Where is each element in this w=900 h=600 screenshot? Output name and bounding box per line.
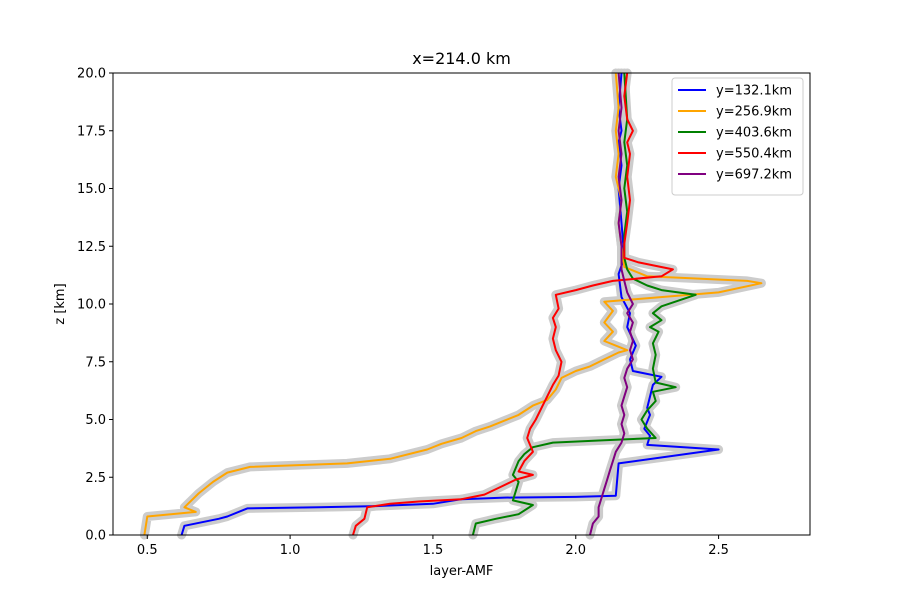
legend-label: y=256.9km <box>716 105 792 120</box>
y-tick-label: 15.0 <box>77 182 106 197</box>
chart-title: x=214.0 km <box>412 49 511 68</box>
y-tick-label: 12.5 <box>77 240 106 255</box>
legend-box <box>671 77 804 196</box>
series-line-4 <box>589 72 634 536</box>
series-line-0 <box>180 72 720 536</box>
y-tick-label: 0.0 <box>85 529 106 544</box>
y-axis-label: z [km] <box>53 283 68 324</box>
legend-label: y=132.1km <box>716 84 792 99</box>
x-tick-label: 2.0 <box>565 543 586 558</box>
x-tick-label: 1.5 <box>423 543 444 558</box>
y-tick-label: 5.0 <box>85 413 106 428</box>
legend-label: y=403.6km <box>716 126 792 141</box>
y-tick-label: 10.0 <box>77 298 106 313</box>
x-tick-label: 1.0 <box>280 543 301 558</box>
y-tick-label: 17.5 <box>77 124 106 139</box>
legend-label: y=550.4km <box>716 147 792 162</box>
legend-label: y=697.2km <box>716 168 792 183</box>
x-axis-ticks: 0.5 1.0 1.5 2.0 2.5 <box>137 535 729 558</box>
y-axis-ticks: 0.0 2.5 5.0 7.5 10.0 12.5 15.0 17.5 20.0 <box>77 67 113 544</box>
x-tick-label: 2.5 <box>708 543 729 558</box>
x-axis-label: layer-AMF <box>430 564 494 579</box>
y-tick-label: 2.5 <box>85 471 106 486</box>
legend: y=132.1km y=256.9km y=403.6km y=550.4km y=69… <box>671 77 804 196</box>
series-lines <box>143 72 763 536</box>
y-tick-label: 20.0 <box>77 67 106 82</box>
series-line-3 <box>352 72 674 536</box>
y-tick-label: 7.5 <box>85 355 106 370</box>
x-tick-label: 0.5 <box>137 543 158 558</box>
